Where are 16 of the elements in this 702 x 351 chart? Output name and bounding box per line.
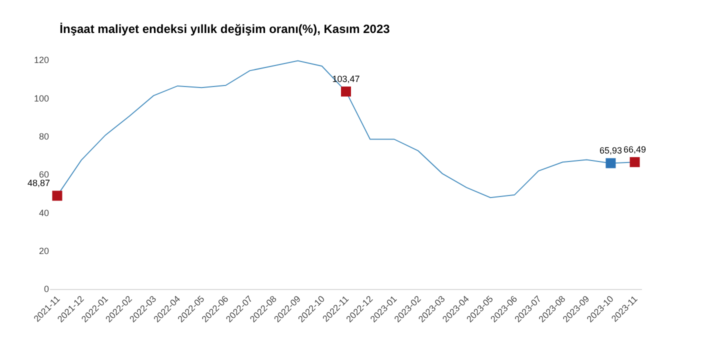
y-tick-label: 120 — [34, 55, 49, 66]
y-tick-label: 0 — [44, 284, 49, 294]
point — [630, 157, 640, 168]
data-label: 65,93 — [599, 146, 622, 156]
y-tick-label: 80 — [38, 131, 49, 142]
point — [606, 158, 616, 168]
point — [52, 190, 62, 201]
y-tick-label: 40 — [38, 208, 49, 218]
data-label: 103,47 — [332, 74, 360, 84]
point — [341, 86, 351, 97]
chart-title: İnşaat maliyet endeksi yıllık değişim oranı(%), Kasım 2023 — [60, 22, 390, 36]
data-label: 66,49 — [624, 144, 646, 155]
y-tick-label: 60 — [38, 170, 49, 180]
data-label: 48,87 — [27, 178, 50, 188]
y-tick-label: 100 — [34, 93, 49, 104]
y-tick-label: 20 — [38, 246, 49, 256]
